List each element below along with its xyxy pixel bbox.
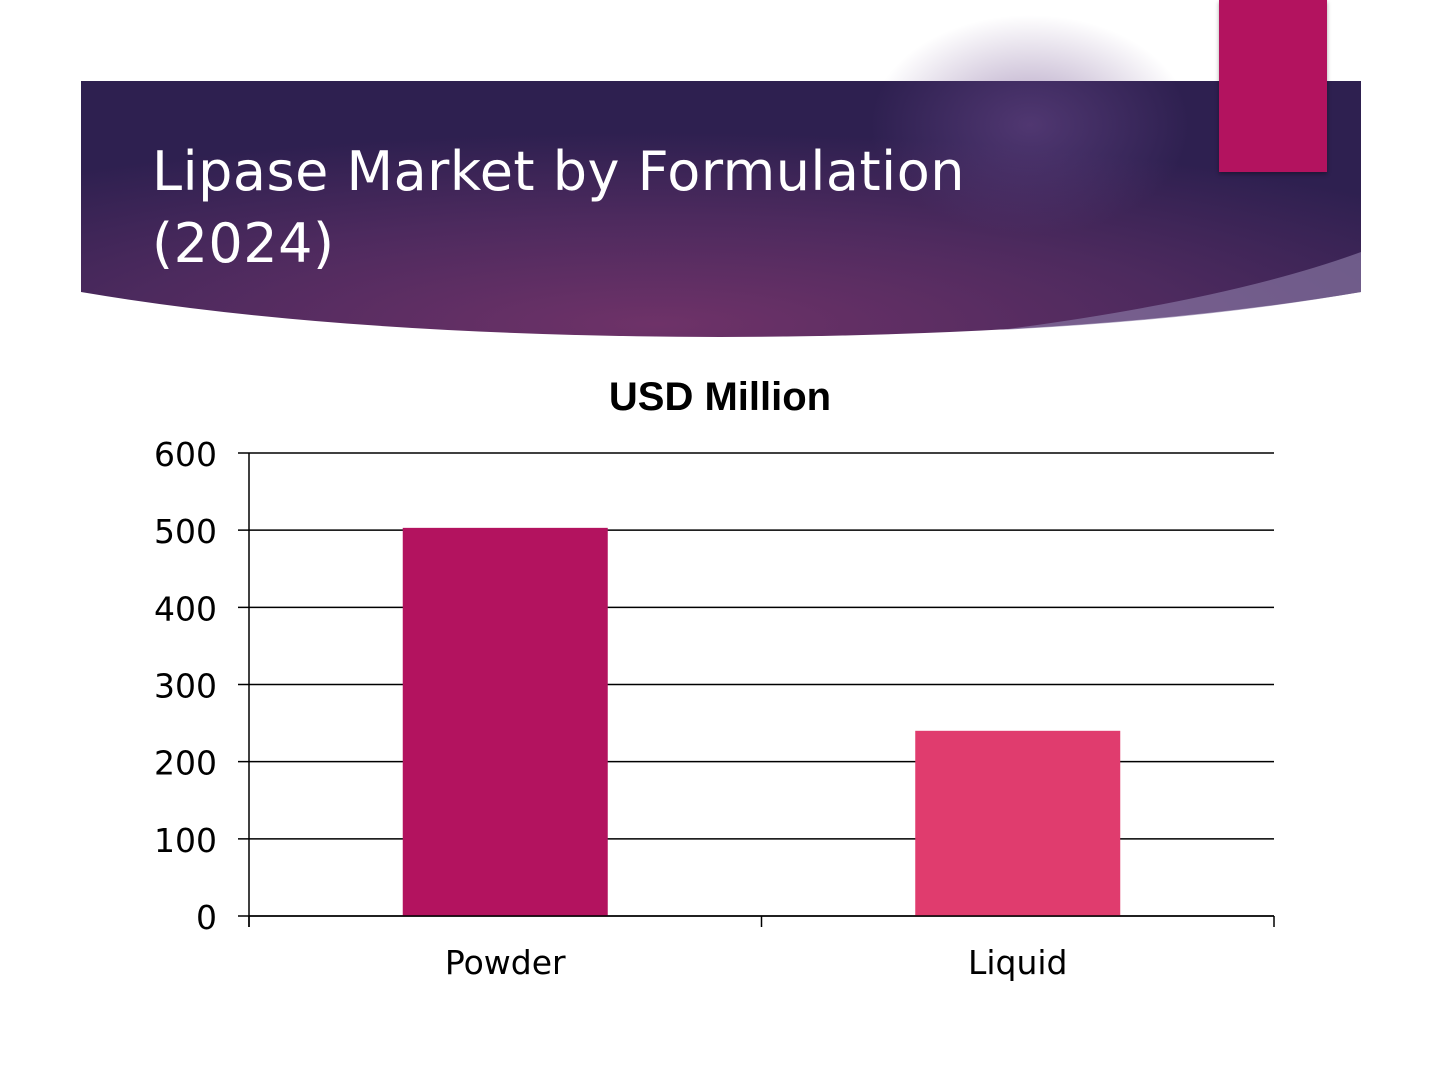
x-tick-labels: Powder Liquid: [445, 943, 1068, 982]
y-tick-label: 400: [154, 589, 217, 628]
bar-powder: [402, 527, 608, 916]
slide-title-line-1: Lipase Market by Formulation: [152, 140, 965, 203]
y-tick-label: 100: [154, 821, 217, 860]
title-banner: [81, 15, 1361, 337]
banner-swoosh: [1000, 252, 1361, 330]
y-tick-label: 300: [154, 667, 217, 706]
y-tick-label: 600: [154, 435, 217, 474]
y-tick-label: 500: [154, 512, 217, 551]
banner-highlight: [870, 15, 1190, 235]
x-tick-label: Liquid: [968, 943, 1068, 982]
slide-title: Lipase Market by Formulation (2024): [152, 136, 1152, 280]
bar-liquid: [915, 730, 1121, 916]
y-tick-label: 0: [196, 898, 217, 937]
x-tick-label: Powder: [445, 943, 566, 982]
chart-title: USD Million: [609, 375, 831, 419]
slide-title-line-2: (2024): [152, 212, 335, 275]
axes: [248, 453, 1275, 927]
y-tick-label: 200: [154, 744, 217, 783]
accent-tab: [1219, 0, 1327, 172]
y-tick-labels: 0 100 200 300 400 500 600: [154, 435, 217, 937]
bars: [402, 527, 1121, 916]
